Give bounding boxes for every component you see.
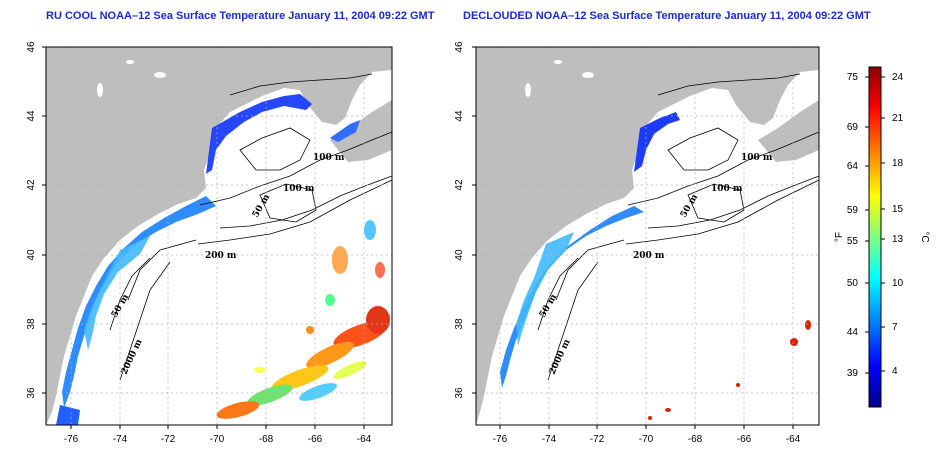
fahrenheit-tick-label: 39 (847, 368, 859, 379)
fahrenheit-tick-label: 59 (847, 205, 859, 216)
sst-speckles (216, 220, 390, 419)
celsius-tick-label: 21 (892, 113, 904, 124)
x-tick-label: -74 (542, 434, 557, 445)
y-tick-label: 40 (454, 249, 465, 261)
y-tick-label: 42 (26, 179, 37, 191)
map-title-right: DECLOUDED NOAA–12 Sea Surface Temperatur… (463, 10, 871, 22)
contour-label: 100 m (741, 153, 773, 163)
x-tick-label: -66 (308, 434, 323, 445)
x-tick-label: -76 (493, 434, 508, 445)
contour-label: 200 m (205, 251, 237, 261)
grid (46, 47, 392, 425)
y-tick-label: 46 (26, 41, 37, 53)
x-tick-label: -64 (357, 434, 372, 445)
x-tick-label: -68 (259, 434, 274, 445)
contour-label: 200 m (633, 251, 665, 261)
y-tick-label: 36 (26, 387, 37, 399)
contour-label: 100 m (313, 153, 345, 163)
celsius-tick-label: 13 (892, 234, 904, 245)
celsius-tick-label: 15 (892, 204, 904, 215)
x-tick-label: -68 (688, 434, 703, 445)
y-tick-label: 44 (454, 110, 465, 122)
x-tick-label: -70 (639, 434, 654, 445)
map-right: 100 m 100 m 50 m 200 m 50 m 2000 m -76 -… (454, 41, 820, 445)
contour-label: 100 m (283, 184, 315, 194)
y-tick-label: 46 (454, 41, 465, 53)
x-tick-label: -74 (113, 434, 128, 445)
map-title-left: RU COOL NOAA–12 Sea Surface Temperature … (46, 10, 435, 22)
fahrenheit-tick-label: 75 (847, 72, 859, 83)
sst-speckles (648, 320, 811, 420)
fahrenheit-unit-label: °F (834, 232, 845, 242)
fahrenheit-tick-label: 69 (847, 122, 859, 133)
celsius-tick-label: 4 (892, 366, 898, 377)
x-tick-label: -64 (786, 434, 801, 445)
x-tick-label: -72 (161, 434, 176, 445)
bathymetry-contours (109, 73, 392, 381)
celsius-tick-label: 18 (892, 158, 904, 169)
colorbar-gradient (868, 66, 882, 408)
celsius-unit-label: °C (919, 231, 930, 242)
bathymetry-contours (537, 73, 819, 381)
map-left: 100 m 100 m 50 m 200 m 50 m 2000 m -76 -… (26, 41, 393, 445)
celsius-tick-label: 24 (892, 72, 904, 83)
y-tick-label: 38 (26, 318, 37, 330)
fahrenheit-tick-label: 44 (847, 327, 859, 338)
colorbar: 75 69 64 59 55 50 44 39 24 21 18 15 13 1… (834, 66, 930, 408)
fahrenheit-tick-label: 55 (847, 236, 859, 247)
celsius-tick-label: 7 (892, 322, 898, 333)
y-tick-label: 38 (454, 318, 465, 330)
x-tick-label: -66 (737, 434, 752, 445)
land-mass (46, 47, 392, 425)
y-tick-label: 40 (26, 249, 37, 261)
y-tick-label: 42 (454, 179, 465, 191)
celsius-tick-label: 10 (892, 278, 904, 289)
fahrenheit-tick-label: 50 (847, 278, 859, 289)
fahrenheit-tick-label: 64 (847, 161, 859, 172)
y-tick-label: 36 (454, 387, 465, 399)
grid (476, 47, 819, 425)
contour-label: 100 m (711, 184, 743, 194)
x-tick-label: -72 (590, 434, 605, 445)
y-tick-label: 44 (26, 110, 37, 122)
land-mass (476, 47, 819, 425)
x-tick-label: -70 (210, 434, 225, 445)
x-tick-label: -76 (64, 434, 79, 445)
